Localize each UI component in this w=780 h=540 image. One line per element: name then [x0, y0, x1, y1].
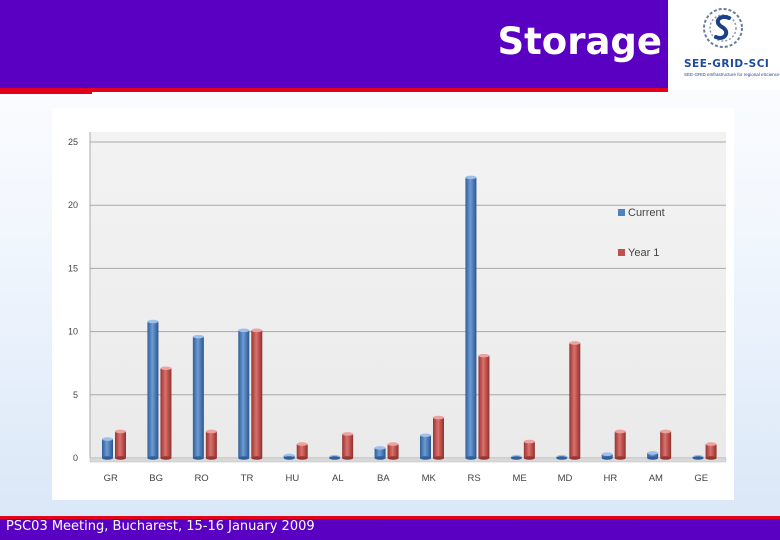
swirl-logo-icon	[703, 8, 743, 48]
x-tick-label: RO	[194, 473, 208, 484]
bar-year1-rs	[478, 353, 490, 460]
x-tick-label: GR	[104, 473, 118, 484]
bar-current-am	[647, 451, 659, 460]
legend-item-current: Current	[618, 207, 665, 219]
bar-current-rs	[465, 175, 477, 460]
footer-text: PSC03 Meeting, Bucharest, 15-16 January …	[6, 519, 315, 534]
x-tick-label: AM	[649, 473, 663, 484]
bar-year1-am	[660, 429, 672, 460]
bar-year1-al	[342, 432, 354, 460]
bar-current-ro	[192, 334, 204, 460]
title-bar	[0, 0, 668, 88]
x-tick-label: GE	[694, 473, 708, 484]
y-tick-label: 15	[68, 263, 78, 273]
y-tick-label: 5	[73, 390, 78, 400]
x-tick-label: AL	[332, 473, 344, 484]
bar-current-hu	[283, 453, 295, 460]
title-underline	[0, 88, 668, 92]
legend-item-year1: Year 1	[618, 247, 659, 259]
x-tick-label: BG	[149, 473, 163, 484]
bar-current-ge	[692, 454, 704, 460]
logo-name: SEE-GRID-SCI	[684, 58, 770, 70]
bar-current-bg	[147, 319, 159, 460]
bar-current-mk	[420, 433, 431, 460]
x-tick-label: TR	[241, 473, 254, 484]
logo-tagline: SEE-GRID eInfrastructure for regional eS…	[684, 72, 780, 77]
chart-panel: 0 5 10 15 20 25 GR BG RO TR HU AL BA MK RS ME MD HR AM GE C…	[52, 108, 734, 500]
chart-floor	[89, 457, 727, 463]
storage-bar-chart: 0 5 10 15 20 25 GR BG RO TR HU AL BA MK RS ME MD HR AM GE C…	[68, 132, 727, 484]
bar-year1-ba	[387, 442, 399, 460]
bar-current-me	[510, 454, 522, 460]
bar-year1-me	[523, 439, 535, 460]
bar-current-hr	[601, 452, 613, 460]
x-tick-label: MD	[558, 473, 573, 484]
bar-current-gr	[102, 437, 113, 460]
bar-current-ba	[374, 446, 386, 460]
x-tick-label: MK	[422, 473, 437, 484]
plot-back-wall	[90, 132, 726, 458]
bar-year1-mk	[433, 415, 444, 460]
y-tick-label: 0	[73, 453, 78, 463]
bar-year1-hr	[614, 429, 626, 460]
x-tick-label: BA	[377, 473, 390, 484]
logo: SEE-GRID-SCI SEE-GRID eInfrastructure fo…	[672, 0, 780, 90]
bar-year1-ge	[705, 442, 717, 460]
bar-year1-hu	[296, 442, 308, 460]
bar-year1-md	[569, 341, 581, 460]
x-tick-label: ME	[512, 473, 526, 484]
bar-current-md	[556, 454, 568, 460]
y-tick-label: 25	[68, 137, 78, 147]
legend-swatch	[618, 249, 625, 256]
x-tick-label: HR	[604, 473, 618, 484]
y-tick-label: 20	[68, 200, 78, 210]
legend-label: Year 1	[628, 247, 659, 259]
bar-year1-ro	[205, 429, 217, 460]
bar-year1-bg	[160, 366, 172, 460]
footer-bar	[0, 516, 780, 540]
bar-year1-gr	[115, 429, 126, 460]
legend-swatch	[618, 209, 625, 216]
x-tick-label: HU	[286, 473, 300, 484]
y-tick-label: 10	[68, 327, 78, 337]
legend-label: Current	[628, 207, 665, 219]
bar-current-al	[329, 454, 341, 460]
x-tick-label: RS	[468, 473, 481, 484]
bar-year1-tr	[251, 328, 263, 460]
slide-title: Storage	[497, 20, 662, 63]
title-underline-accent	[0, 92, 92, 94]
bar-current-tr	[238, 328, 250, 460]
